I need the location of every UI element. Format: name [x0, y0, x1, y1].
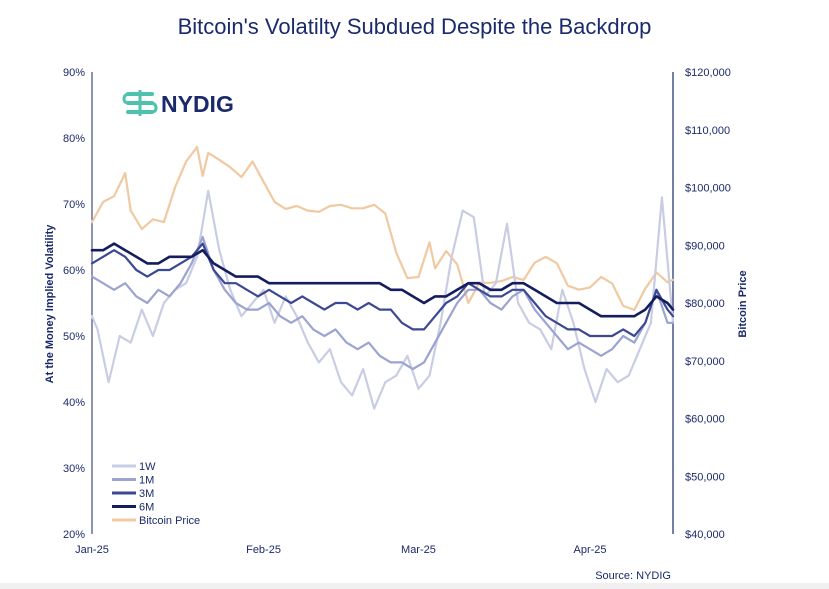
x-tick-label: Jan-25 — [75, 544, 109, 556]
legend-label: 1W — [139, 461, 156, 473]
logo-text: NYDIG — [161, 91, 234, 117]
bottom-strip — [0, 583, 829, 589]
plot-frame — [91, 72, 674, 534]
series-line-bitcoin-price — [90, 146, 675, 311]
legend-label: 6M — [139, 502, 154, 514]
right-y-tick-label: $40,000 — [685, 529, 725, 541]
left-y-axis-label: At the Money Implied Volatility — [44, 224, 56, 384]
x-tick-label: Mar-25 — [401, 544, 436, 556]
left-y-tick-label: 50% — [63, 331, 85, 343]
right-y-ticks: $120,000 $110,000 $100,000 $90,000 $80,000 $7… — [685, 67, 731, 541]
left-y-ticks: 90% 80% 70% 60% 50% 40% 30% 20% — [63, 67, 85, 541]
right-y-tick-label: $60,000 — [685, 414, 725, 426]
right-y-tick-label: $90,000 — [685, 240, 725, 252]
series-line-1m — [90, 235, 675, 371]
right-y-tick-label: $50,000 — [685, 471, 725, 483]
left-y-tick-label: 80% — [63, 133, 85, 145]
right-y-tick-label: $110,000 — [685, 125, 730, 137]
x-ticks: Jan-25 Feb-25 Mar-25 Apr-25 — [75, 544, 606, 556]
chart-title: Bitcoin's Volatilty Subdued Despite the … — [177, 14, 652, 39]
x-tick-label: Apr-25 — [573, 544, 606, 556]
right-y-tick-label: $120,000 — [685, 67, 731, 79]
nydig-logo-icon — [122, 90, 158, 116]
left-y-tick-label: 60% — [63, 265, 85, 277]
legend-label: 1M — [139, 475, 154, 487]
right-y-axis-label: Bitcoin Price — [737, 270, 749, 337]
left-y-tick-label: 90% — [63, 67, 85, 79]
right-y-tick-label: $80,000 — [685, 298, 725, 310]
left-y-tick-label: 20% — [63, 529, 85, 541]
x-tick-label: Feb-25 — [246, 544, 281, 556]
right-y-tick-label: $70,000 — [685, 356, 725, 368]
legend-label: 3M — [139, 488, 154, 500]
series-line-1w — [90, 189, 675, 410]
nydig-logo: NYDIG — [122, 90, 234, 117]
right-y-tick-label: $100,000 — [685, 183, 731, 195]
series-line-6m — [90, 242, 675, 318]
left-y-tick-label: 70% — [63, 199, 85, 211]
series-layer — [90, 146, 675, 410]
left-y-tick-label: 40% — [63, 397, 85, 409]
left-y-tick-label: 30% — [63, 463, 85, 475]
source-note: Source: NYDIG — [595, 570, 671, 582]
legend-label: Bitcoin Price — [139, 515, 200, 527]
